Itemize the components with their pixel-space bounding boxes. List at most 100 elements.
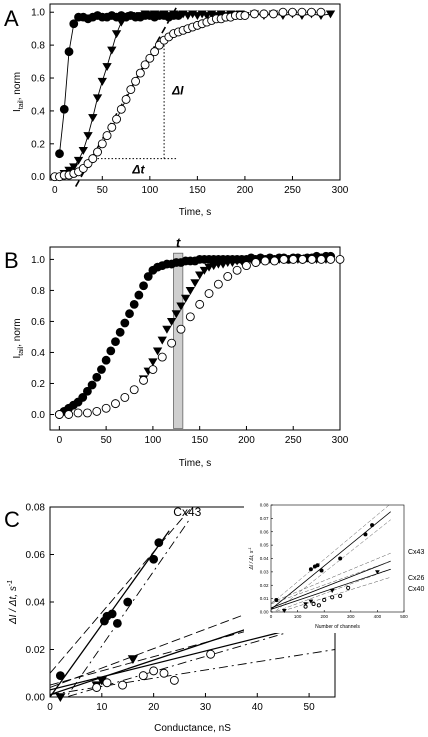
inset-x-axis-label: Number of channels bbox=[315, 624, 360, 630]
y-axis-label: Itail, norm bbox=[12, 318, 25, 358]
data-point bbox=[375, 570, 380, 575]
data-point bbox=[140, 60, 150, 70]
data-point bbox=[127, 655, 139, 664]
data-point bbox=[268, 9, 278, 19]
x-tick-label: 400 bbox=[374, 614, 382, 619]
ci-upper-Cx43 bbox=[50, 509, 191, 674]
data-point bbox=[260, 256, 270, 266]
data-point bbox=[111, 337, 120, 347]
data-point bbox=[316, 254, 326, 264]
y-tick-label: 0.02 bbox=[26, 645, 46, 656]
x-tick-label: 200 bbox=[238, 435, 255, 446]
data-point bbox=[54, 410, 64, 419]
inset-series-label-Cx43: Cx43 bbox=[408, 549, 424, 556]
data-point bbox=[322, 597, 327, 603]
y-tick-label: 0.06 bbox=[26, 550, 46, 561]
series-line bbox=[59, 15, 179, 154]
data-point bbox=[121, 94, 131, 104]
y-tick-label: 0.08 bbox=[26, 503, 46, 514]
data-point bbox=[288, 7, 297, 17]
x-axis-label: Time, s bbox=[179, 458, 211, 469]
data-point bbox=[78, 146, 88, 155]
data-point bbox=[326, 254, 336, 264]
data-point bbox=[145, 53, 155, 63]
inset-y-axis-label: ΔI / Δt, s-1 bbox=[248, 547, 255, 570]
x-tick-label: 0 bbox=[270, 614, 273, 619]
inset-ci-upper-Cx43 bbox=[271, 505, 390, 605]
data-point bbox=[169, 675, 179, 685]
x-tick-label: 100 bbox=[294, 614, 302, 619]
data-point bbox=[73, 408, 83, 418]
data-point bbox=[199, 266, 210, 275]
data-point bbox=[150, 47, 160, 57]
data-point bbox=[115, 327, 125, 337]
data-point bbox=[130, 13, 141, 22]
data-point bbox=[281, 608, 287, 614]
x-tick-label: 0 bbox=[57, 435, 63, 446]
y-tick-label: 0.08 bbox=[260, 503, 269, 508]
data-point bbox=[307, 7, 316, 17]
data-point bbox=[185, 287, 195, 295]
y-tick-label: 0.2 bbox=[31, 139, 45, 150]
data-point bbox=[145, 12, 155, 21]
data-point bbox=[195, 299, 205, 309]
data-point bbox=[308, 599, 314, 604]
data-point bbox=[218, 260, 228, 269]
inset-ci-lower-Cx26 bbox=[273, 568, 391, 612]
data-point bbox=[311, 601, 316, 607]
data-point bbox=[120, 318, 130, 328]
series-label-Cx43: Cx43 bbox=[173, 505, 201, 519]
data-point bbox=[111, 30, 122, 39]
x-tick-label: 10 bbox=[96, 702, 108, 713]
data-point bbox=[102, 131, 112, 141]
y-tick-label: 0.00 bbox=[26, 693, 46, 704]
y-tick-label: 0.04 bbox=[26, 598, 46, 609]
data-point bbox=[93, 147, 102, 157]
data-point bbox=[251, 258, 261, 267]
data-point bbox=[338, 593, 343, 599]
data-point bbox=[139, 375, 148, 385]
series-filled-triangle-down-Cx26 bbox=[281, 570, 380, 614]
y-tick-label: 0.05 bbox=[260, 543, 269, 548]
data-point bbox=[162, 325, 172, 334]
data-point bbox=[167, 338, 177, 348]
inset-series-label-Cx40: Cx40 bbox=[408, 586, 424, 593]
data-point bbox=[204, 289, 214, 298]
data-point bbox=[55, 693, 66, 702]
x-tick-label: 30 bbox=[200, 702, 212, 713]
y-tick-label: 0.00 bbox=[260, 610, 269, 615]
x-tick-label: 200 bbox=[320, 614, 328, 619]
data-point bbox=[363, 532, 368, 537]
data-point bbox=[135, 68, 145, 78]
x-tick-label: 20 bbox=[148, 702, 160, 713]
data-point bbox=[92, 94, 103, 103]
y-tick-label: 0.07 bbox=[260, 516, 269, 521]
inset-fit-Cx43 bbox=[271, 511, 391, 610]
data-point bbox=[138, 671, 148, 681]
data-point bbox=[195, 271, 205, 280]
x-tick-label: 0 bbox=[52, 185, 58, 196]
series-open-circle bbox=[50, 7, 326, 182]
data-point bbox=[111, 399, 120, 409]
ci-lower-Cx43 bbox=[65, 518, 191, 697]
data-point bbox=[129, 385, 139, 395]
y-tick-label: 0.06 bbox=[260, 529, 269, 534]
data-point bbox=[126, 85, 136, 94]
data-point bbox=[92, 372, 102, 382]
data-point bbox=[173, 12, 184, 21]
data-point bbox=[112, 618, 122, 628]
x-tick-label: 100 bbox=[145, 435, 162, 446]
data-point bbox=[164, 12, 174, 21]
x-axis-label: Time, s bbox=[179, 207, 211, 218]
panel-letter-B: B bbox=[4, 248, 19, 273]
series-open-circle bbox=[54, 254, 345, 419]
x-tick-label: 100 bbox=[141, 185, 158, 196]
data-point bbox=[143, 272, 153, 281]
data-point bbox=[148, 358, 158, 367]
data-point bbox=[148, 365, 158, 374]
data-point bbox=[316, 7, 326, 17]
inset-fit-Cx26 bbox=[271, 560, 391, 609]
data-point bbox=[106, 346, 116, 356]
data-point bbox=[213, 279, 223, 289]
